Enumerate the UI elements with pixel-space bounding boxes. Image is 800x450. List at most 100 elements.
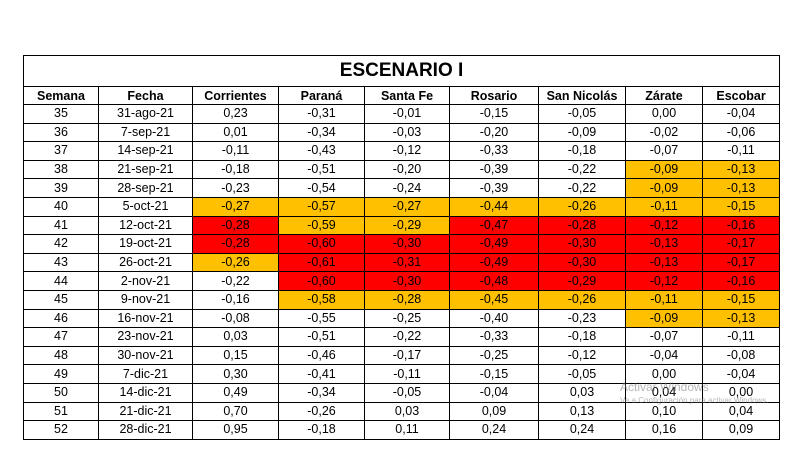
table-title: ESCENARIO I <box>22 55 781 87</box>
value-cell: 0,04 <box>625 382 703 403</box>
fecha-cell: 14-sep-21 <box>98 141 193 161</box>
value-cell: 0,09 <box>449 401 539 422</box>
value-cell: -0,31 <box>278 104 365 124</box>
value-cell: -0,12 <box>625 271 703 291</box>
value-cell: 0,13 <box>538 401 626 422</box>
table-row: 50 14-dic-21 0,49 -0,34 -0,05 -0,04 0,03 0,04 0,… <box>23 382 781 403</box>
table-row: 35 31-ago-21 0,23 -0,31 -0,01 -0,15 -0,05 0,00-… <box>23 104 781 124</box>
table-row: 37 14-sep-21 -0,11 -0,43 -0,12 -0,33 -0,18 -0,0… <box>23 141 781 161</box>
value-cell: -0,28 <box>538 215 626 236</box>
semana-cell: 46 <box>23 308 99 329</box>
value-cell: -0,23 <box>192 178 279 198</box>
value-cell: -0,16 <box>701 215 781 236</box>
semana-cell: 37 <box>23 141 99 161</box>
fecha-cell: 30-nov-21 <box>98 345 193 366</box>
value-cell: 0,16 <box>625 420 703 440</box>
value-cell: -0,18 <box>538 327 626 347</box>
fecha-cell: 2-nov-21 <box>98 271 193 291</box>
column-header: Zárate <box>625 86 703 105</box>
value-cell: -0,28 <box>192 234 279 254</box>
column-header: Paraná <box>278 86 365 105</box>
value-cell: -0,46 <box>278 345 365 366</box>
table-row: 42 19-oct-21 -0,28 -0,60 -0,30 -0,49 -0,30 -0,1… <box>23 234 781 254</box>
value-cell: -0,03 <box>364 122 450 143</box>
value-cell: -0,17 <box>701 252 781 273</box>
value-cell: 0,15 <box>192 345 279 366</box>
fecha-cell: 7-dic-21 <box>98 364 193 384</box>
value-cell: -0,27 <box>364 196 450 217</box>
fecha-cell: 19-oct-21 <box>98 234 193 254</box>
value-cell: -0,09 <box>538 122 626 143</box>
value-cell: -0,48 <box>449 271 539 291</box>
value-cell: 0,01 <box>192 122 279 143</box>
value-cell: -0,22 <box>192 271 279 291</box>
column-header: Semana <box>23 86 99 105</box>
value-cell: -0,49 <box>449 252 539 273</box>
value-cell: 0,11 <box>364 420 450 440</box>
scenario-table: ESCENARIO I Semana Fecha Corrientes Paraná S… <box>22 55 781 440</box>
value-cell: 0,49 <box>192 382 279 403</box>
value-cell: -0,24 <box>364 178 450 198</box>
table-row: 44 2-nov-21 -0,22 -0,60 -0,30 -0,48 -0,29 -0,12… <box>23 271 781 291</box>
value-cell: -0,05 <box>538 364 626 384</box>
value-cell: -0,39 <box>449 159 539 180</box>
value-cell: -0,49 <box>449 234 539 254</box>
value-cell: -0,12 <box>364 141 450 161</box>
value-cell: -0,11 <box>701 141 781 161</box>
value-cell: -0,13 <box>701 178 781 198</box>
header-row: Semana Fecha Corrientes Paraná Santa Fe Rosar… <box>23 86 781 105</box>
value-cell: 0,23 <box>192 104 279 124</box>
column-header: Corrientes <box>192 86 279 105</box>
value-cell: -0,34 <box>278 382 365 403</box>
table-row: 46 16-nov-21 -0,08 -0,55 -0,25 -0,40 -0,23 -0,0… <box>23 308 781 329</box>
column-header: Escobar <box>701 86 781 105</box>
value-cell: -0,07 <box>625 141 703 161</box>
value-cell: -0,20 <box>364 159 450 180</box>
value-cell: -0,11 <box>701 327 781 347</box>
value-cell: -0,15 <box>701 289 781 310</box>
fecha-cell: 14-dic-21 <box>98 382 193 403</box>
fecha-cell: 5-oct-21 <box>98 196 193 217</box>
value-cell: 0,03 <box>364 401 450 422</box>
semana-cell: 45 <box>23 289 99 310</box>
value-cell: -0,12 <box>625 215 703 236</box>
fecha-cell: 21-sep-21 <box>98 159 193 180</box>
value-cell: -0,61 <box>278 252 365 273</box>
value-cell: -0,18 <box>278 420 365 440</box>
fecha-cell: 31-ago-21 <box>98 104 193 124</box>
value-cell: -0,16 <box>192 289 279 310</box>
value-cell: -0,47 <box>449 215 539 236</box>
table-row: 51 21-dic-21 0,70 -0,26 0,03 0,09 0,13 0,10 0,04 <box>23 401 781 422</box>
value-cell: -0,26 <box>538 289 626 310</box>
value-cell: -0,04 <box>701 104 781 124</box>
value-cell: -0,09 <box>625 308 703 329</box>
semana-cell: 38 <box>23 159 99 180</box>
table-row: 36 7-sep-21 0,01 -0,34 -0,03 -0,20 -0,09 -0,02-… <box>23 122 781 143</box>
value-cell: 0,00 <box>701 382 781 403</box>
value-cell: -0,60 <box>278 234 365 254</box>
value-cell: 0,00 <box>625 364 703 384</box>
semana-cell: 49 <box>23 364 99 384</box>
value-cell: 0,03 <box>538 382 626 403</box>
value-cell: -0,44 <box>449 196 539 217</box>
table-row: 45 9-nov-21 -0,16 -0,58 -0,28 -0,45 -0,26 -0,11… <box>23 289 781 310</box>
value-cell: -0,26 <box>538 196 626 217</box>
value-cell: -0,18 <box>538 141 626 161</box>
value-cell: -0,22 <box>364 327 450 347</box>
value-cell: -0,26 <box>278 401 365 422</box>
value-cell: -0,30 <box>538 252 626 273</box>
column-header: Fecha <box>98 86 193 105</box>
value-cell: 0,03 <box>192 327 279 347</box>
fecha-cell: 21-dic-21 <box>98 401 193 422</box>
value-cell: -0,23 <box>538 308 626 329</box>
semana-cell: 47 <box>23 327 99 347</box>
value-cell: -0,27 <box>192 196 279 217</box>
fecha-cell: 16-nov-21 <box>98 308 193 329</box>
semana-cell: 35 <box>23 104 99 124</box>
semana-cell: 48 <box>23 345 99 366</box>
table-row: 48 30-nov-21 0,15 -0,46 -0,17 -0,25 -0,12 -0,04… <box>23 345 781 366</box>
value-cell: -0,09 <box>625 178 703 198</box>
semana-cell: 36 <box>23 122 99 143</box>
value-cell: 0,00 <box>625 104 703 124</box>
value-cell: -0,18 <box>192 159 279 180</box>
